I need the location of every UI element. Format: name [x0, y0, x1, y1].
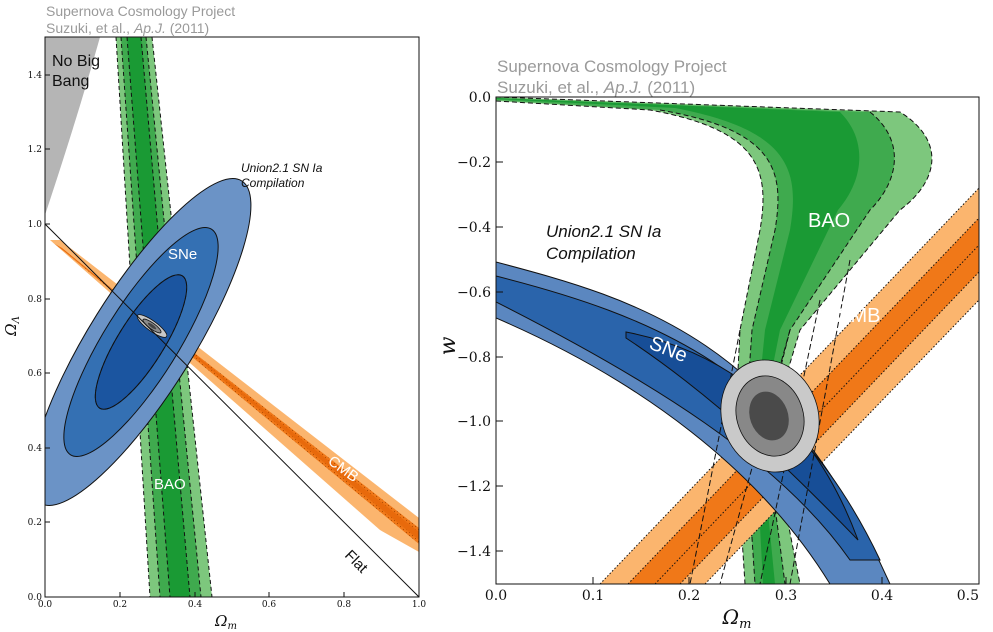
left-compilation-label-2: Compilation — [241, 176, 305, 190]
right-y-tick-label: −1.4 — [457, 544, 491, 560]
left-credit-line1: Supernova Cosmology Project — [46, 3, 235, 19]
right-x-tick-label: 0.2 — [678, 588, 700, 604]
left-axes-frame — [44, 36, 420, 598]
right-credit-line1: Supernova Cosmology Project — [497, 57, 727, 76]
left-y-tick-label: 0.6 — [28, 369, 43, 379]
right-y-tick-label: −1.2 — [457, 479, 491, 495]
left-x-axis-label: Ωm — [214, 612, 237, 632]
left-y-ticks — [45, 74, 50, 598]
left-y-tick-label: 1.2 — [28, 145, 42, 155]
right-x-tick-label: 0.3 — [775, 588, 797, 604]
right-compilation-label-2: Compilation — [546, 244, 636, 263]
right-x-axis-label: Ωm — [722, 605, 752, 632]
left-x-tick-label: 0.8 — [337, 600, 352, 610]
right-bao-label: BAO — [808, 210, 850, 232]
left-y-tick-label: 0.4 — [28, 444, 43, 454]
right-x-tick-label: 0.0 — [485, 588, 507, 604]
right-plot-area — [496, 97, 979, 584]
right-y-tick-label: −0.4 — [457, 220, 491, 236]
left-x-tick-label: 0.2 — [113, 600, 127, 610]
no-big-bang-label-1: No Big — [52, 53, 100, 70]
right-y-tick-label: −0.6 — [457, 285, 491, 301]
right-y-axis-label: w — [436, 336, 461, 355]
left-y-axis-label: ΩΛ — [2, 316, 22, 337]
left-y-tick-label: 1.0 — [28, 220, 43, 230]
left-sne-label: SNe — [168, 246, 197, 263]
right-cmb-label: CMB — [836, 305, 880, 327]
flat-line — [45, 223, 419, 597]
left-y-tick-label: 0.8 — [28, 295, 43, 305]
right-y-tick-label: 0.0 — [469, 90, 491, 106]
right-y-tick-label: −0.8 — [457, 350, 491, 366]
left-x-ticks — [44, 592, 420, 597]
right-y-ticks — [496, 96, 503, 552]
left-compilation-label-1: Union2.1 SN Ia — [241, 161, 323, 175]
right-x-tick-label: 0.4 — [871, 588, 893, 604]
sne-contours — [45, 178, 252, 506]
combined-contours — [136, 314, 168, 338]
right-axes-frame — [495, 96, 980, 585]
left-x-tick-label: 0.6 — [262, 600, 277, 610]
right-x-tick-label: 0.1 — [582, 588, 604, 604]
right-y-tick-label: −0.2 — [457, 155, 491, 171]
right-credit-line2: Suzuki, et al., Ap.J. (2011) — [497, 78, 695, 97]
right-panel: Supernova Cosmology Project Suzuki, et a… — [436, 57, 980, 632]
left-panel: Supernova Cosmology Project Suzuki, et a… — [2, 3, 427, 632]
left-y-tick-label: 0.0 — [28, 593, 43, 603]
left-x-tick-label: 0.4 — [188, 600, 203, 610]
left-x-tick-label: 1.0 — [412, 600, 427, 610]
left-x-tick-label: 0.0 — [38, 600, 53, 610]
bao-region — [496, 97, 933, 584]
left-credit-line2: Suzuki, et al., Ap.J. (2011) — [46, 20, 209, 36]
no-big-bang-region — [45, 37, 100, 215]
left-bao-label: BAO — [154, 476, 186, 493]
no-big-bang-label-2: Bang — [52, 73, 89, 90]
left-y-tick-label: 0.2 — [28, 518, 42, 528]
left-flat-label: Flat — [341, 547, 371, 577]
combined-contours-right — [720, 359, 820, 473]
left-y-tick-label: 1.4 — [28, 71, 43, 81]
left-plot-area — [45, 37, 419, 597]
right-x-tick-label: 0.5 — [957, 588, 979, 604]
right-x-ticks — [495, 577, 980, 584]
right-y-tick-label: −1.0 — [457, 414, 491, 430]
right-compilation-label-1: Union2.1 SN Ia — [546, 222, 661, 241]
